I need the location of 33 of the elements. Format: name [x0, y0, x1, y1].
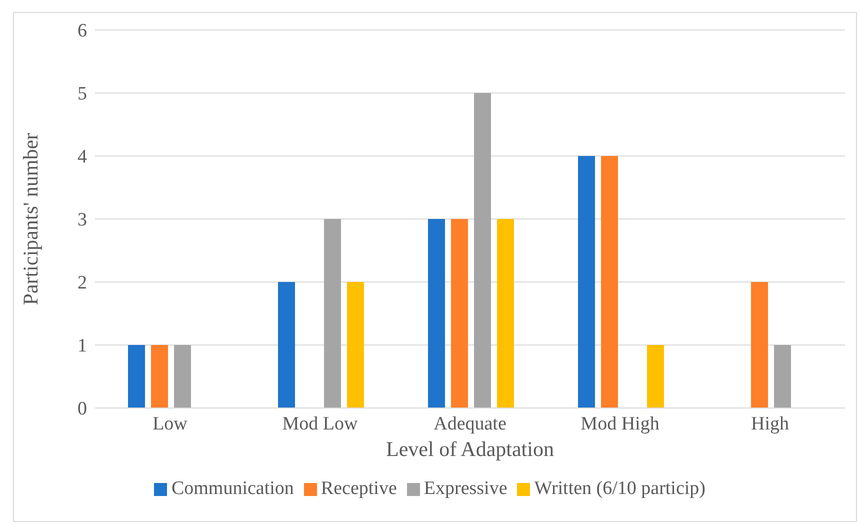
bar — [578, 156, 595, 408]
bar — [151, 345, 168, 408]
bar — [451, 219, 468, 408]
bar — [324, 219, 341, 408]
bar — [128, 345, 145, 408]
y-axis-title: Participants' number — [18, 132, 42, 306]
bar — [774, 345, 791, 408]
bar — [347, 282, 364, 408]
y-tick-label: 2 — [78, 272, 87, 294]
legend-label: Expressive — [424, 478, 508, 499]
bar — [497, 219, 514, 408]
x-tick-label: Low — [152, 413, 188, 434]
y-tick-label: 3 — [78, 210, 87, 231]
y-tick-label: 1 — [78, 336, 87, 357]
x-tick-label: High — [751, 413, 790, 434]
x-tick-label: Mod Low — [282, 413, 358, 434]
bar — [601, 156, 618, 408]
bar — [278, 282, 295, 408]
legend-label: Written (6/10 particip) — [534, 478, 706, 499]
bar — [174, 345, 191, 408]
legend-label: Receptive — [320, 478, 397, 499]
bar — [474, 93, 491, 408]
x-tick-label: Mod High — [580, 413, 660, 434]
bar — [428, 219, 445, 408]
bar — [751, 282, 768, 408]
x-tick-label: Adequate — [434, 413, 506, 434]
y-tick-label: 0 — [78, 398, 87, 420]
bar — [647, 345, 664, 408]
legend-label: Communication — [171, 478, 294, 499]
y-tick-label: 4 — [78, 146, 88, 168]
y-tick-label: 5 — [78, 84, 87, 105]
x-axis-title: Level of Adaptation — [386, 437, 554, 461]
y-tick-label: 6 — [78, 20, 87, 42]
